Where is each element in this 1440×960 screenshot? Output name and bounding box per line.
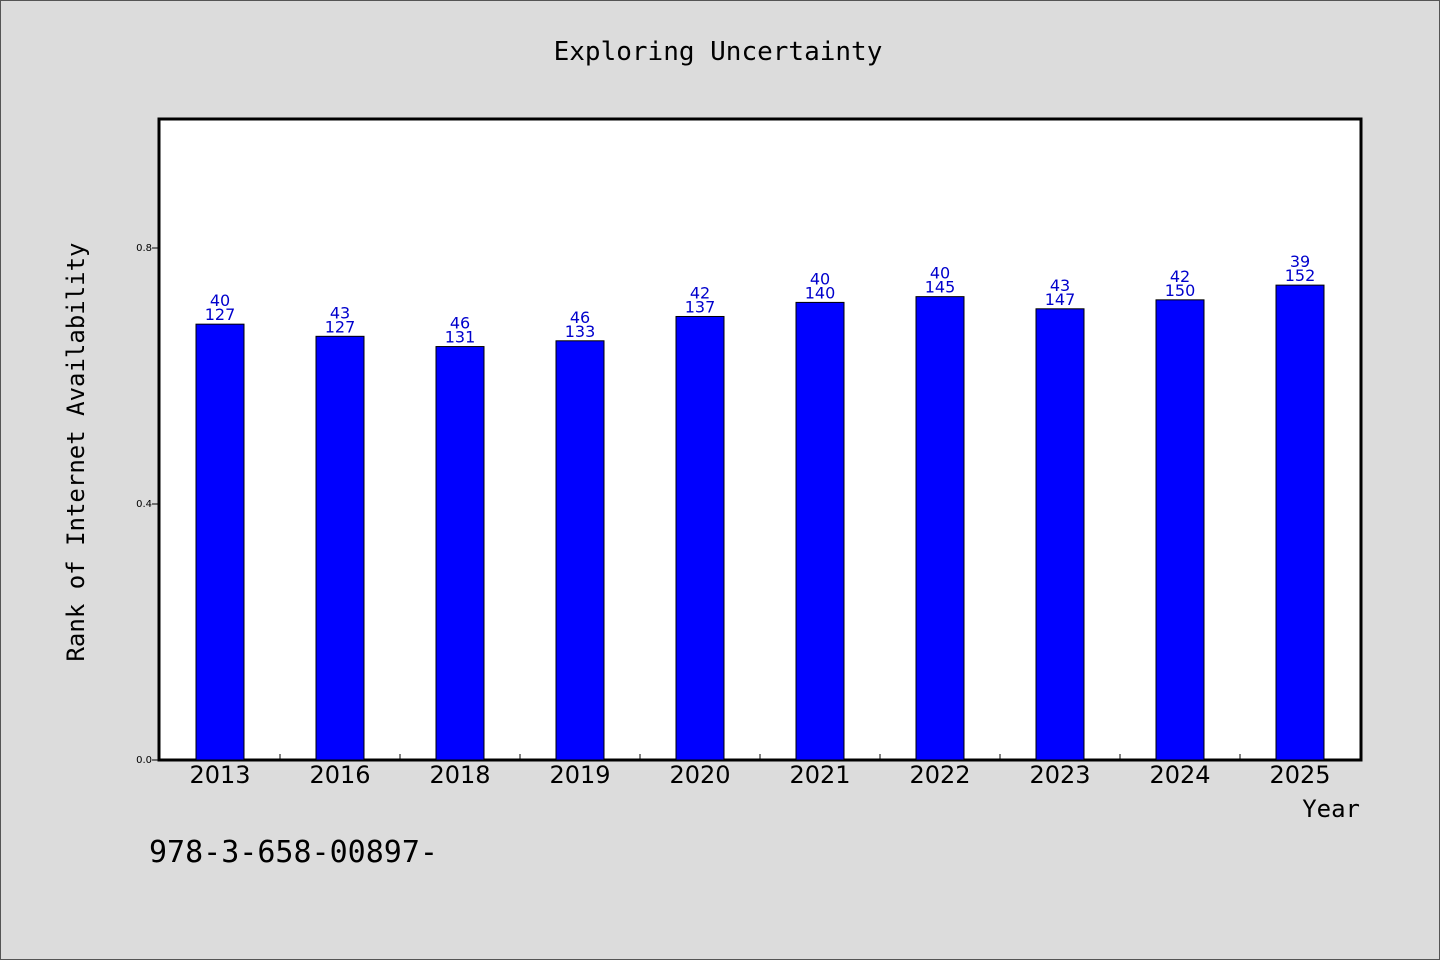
bar xyxy=(1035,308,1085,761)
bar-label-bottom: 131 xyxy=(445,328,476,347)
x-tick-label: 2024 xyxy=(1149,761,1210,789)
x-tick-label: 2025 xyxy=(1269,761,1330,789)
bar-label-bottom: 147 xyxy=(1045,290,1076,309)
bar-label-top: 39 xyxy=(1290,252,1310,271)
x-tick-label: 2022 xyxy=(909,761,970,789)
x-tick-label: 2018 xyxy=(429,761,490,789)
y-tick-label: 0.4 xyxy=(136,499,152,510)
bar xyxy=(795,301,845,761)
y-axis-label: Rank of Internet Availability xyxy=(62,242,90,661)
chart-title: Exploring Uncertainty xyxy=(554,37,883,67)
y-axis: 0.0 0.4 0.8 xyxy=(136,243,160,766)
bar-label-bottom: 137 xyxy=(685,297,716,316)
bar-label-bottom: 127 xyxy=(205,305,236,324)
bar-label-bottom: 140 xyxy=(805,283,836,302)
bar-label-top: 42 xyxy=(690,283,710,302)
bar-label-top: 46 xyxy=(450,314,470,333)
bar-label-top: 40 xyxy=(210,291,230,310)
y-tick-label: 0.8 xyxy=(136,243,152,254)
bar-label-top: 42 xyxy=(1170,267,1190,286)
x-tick-label: 2013 xyxy=(189,761,250,789)
bar-label-top: 40 xyxy=(810,269,830,288)
bar xyxy=(195,323,245,761)
bar-label-top: 46 xyxy=(570,308,590,327)
y-tick-label: 0.0 xyxy=(136,755,152,766)
bar xyxy=(915,296,965,761)
bar-label-bottom: 152 xyxy=(1285,266,1316,285)
bar xyxy=(1155,299,1205,761)
x-axis-label: Year xyxy=(1302,795,1360,823)
bar-label-top: 43 xyxy=(1050,276,1070,295)
x-tick-label: 2019 xyxy=(549,761,610,789)
x-tick-label: 2023 xyxy=(1029,761,1090,789)
bar xyxy=(555,340,605,761)
bar-label-bottom: 145 xyxy=(925,278,956,297)
bar-label-bottom: 150 xyxy=(1165,281,1196,300)
x-tick-label: 2020 xyxy=(669,761,730,789)
bars-group xyxy=(195,284,1325,761)
x-tick-label: 2021 xyxy=(789,761,850,789)
footnote-text: 978-3-658-00897- xyxy=(149,835,438,870)
x-axis: 2013 2016 2018 2019 2020 2021 2022 2023 2024 2025 xyxy=(189,754,1331,789)
bar xyxy=(315,335,365,761)
bar-label-top: 40 xyxy=(930,264,950,283)
bar xyxy=(675,315,725,761)
bar xyxy=(1275,284,1325,761)
bar-label-top: 43 xyxy=(330,303,350,322)
bar-label-bottom: 127 xyxy=(325,317,356,336)
bar xyxy=(435,346,485,761)
bar-label-bottom: 133 xyxy=(565,322,596,341)
x-tick-label: 2016 xyxy=(309,761,370,789)
